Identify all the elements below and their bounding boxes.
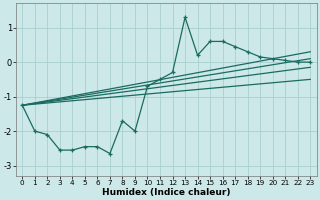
X-axis label: Humidex (Indice chaleur): Humidex (Indice chaleur) [102,188,230,197]
